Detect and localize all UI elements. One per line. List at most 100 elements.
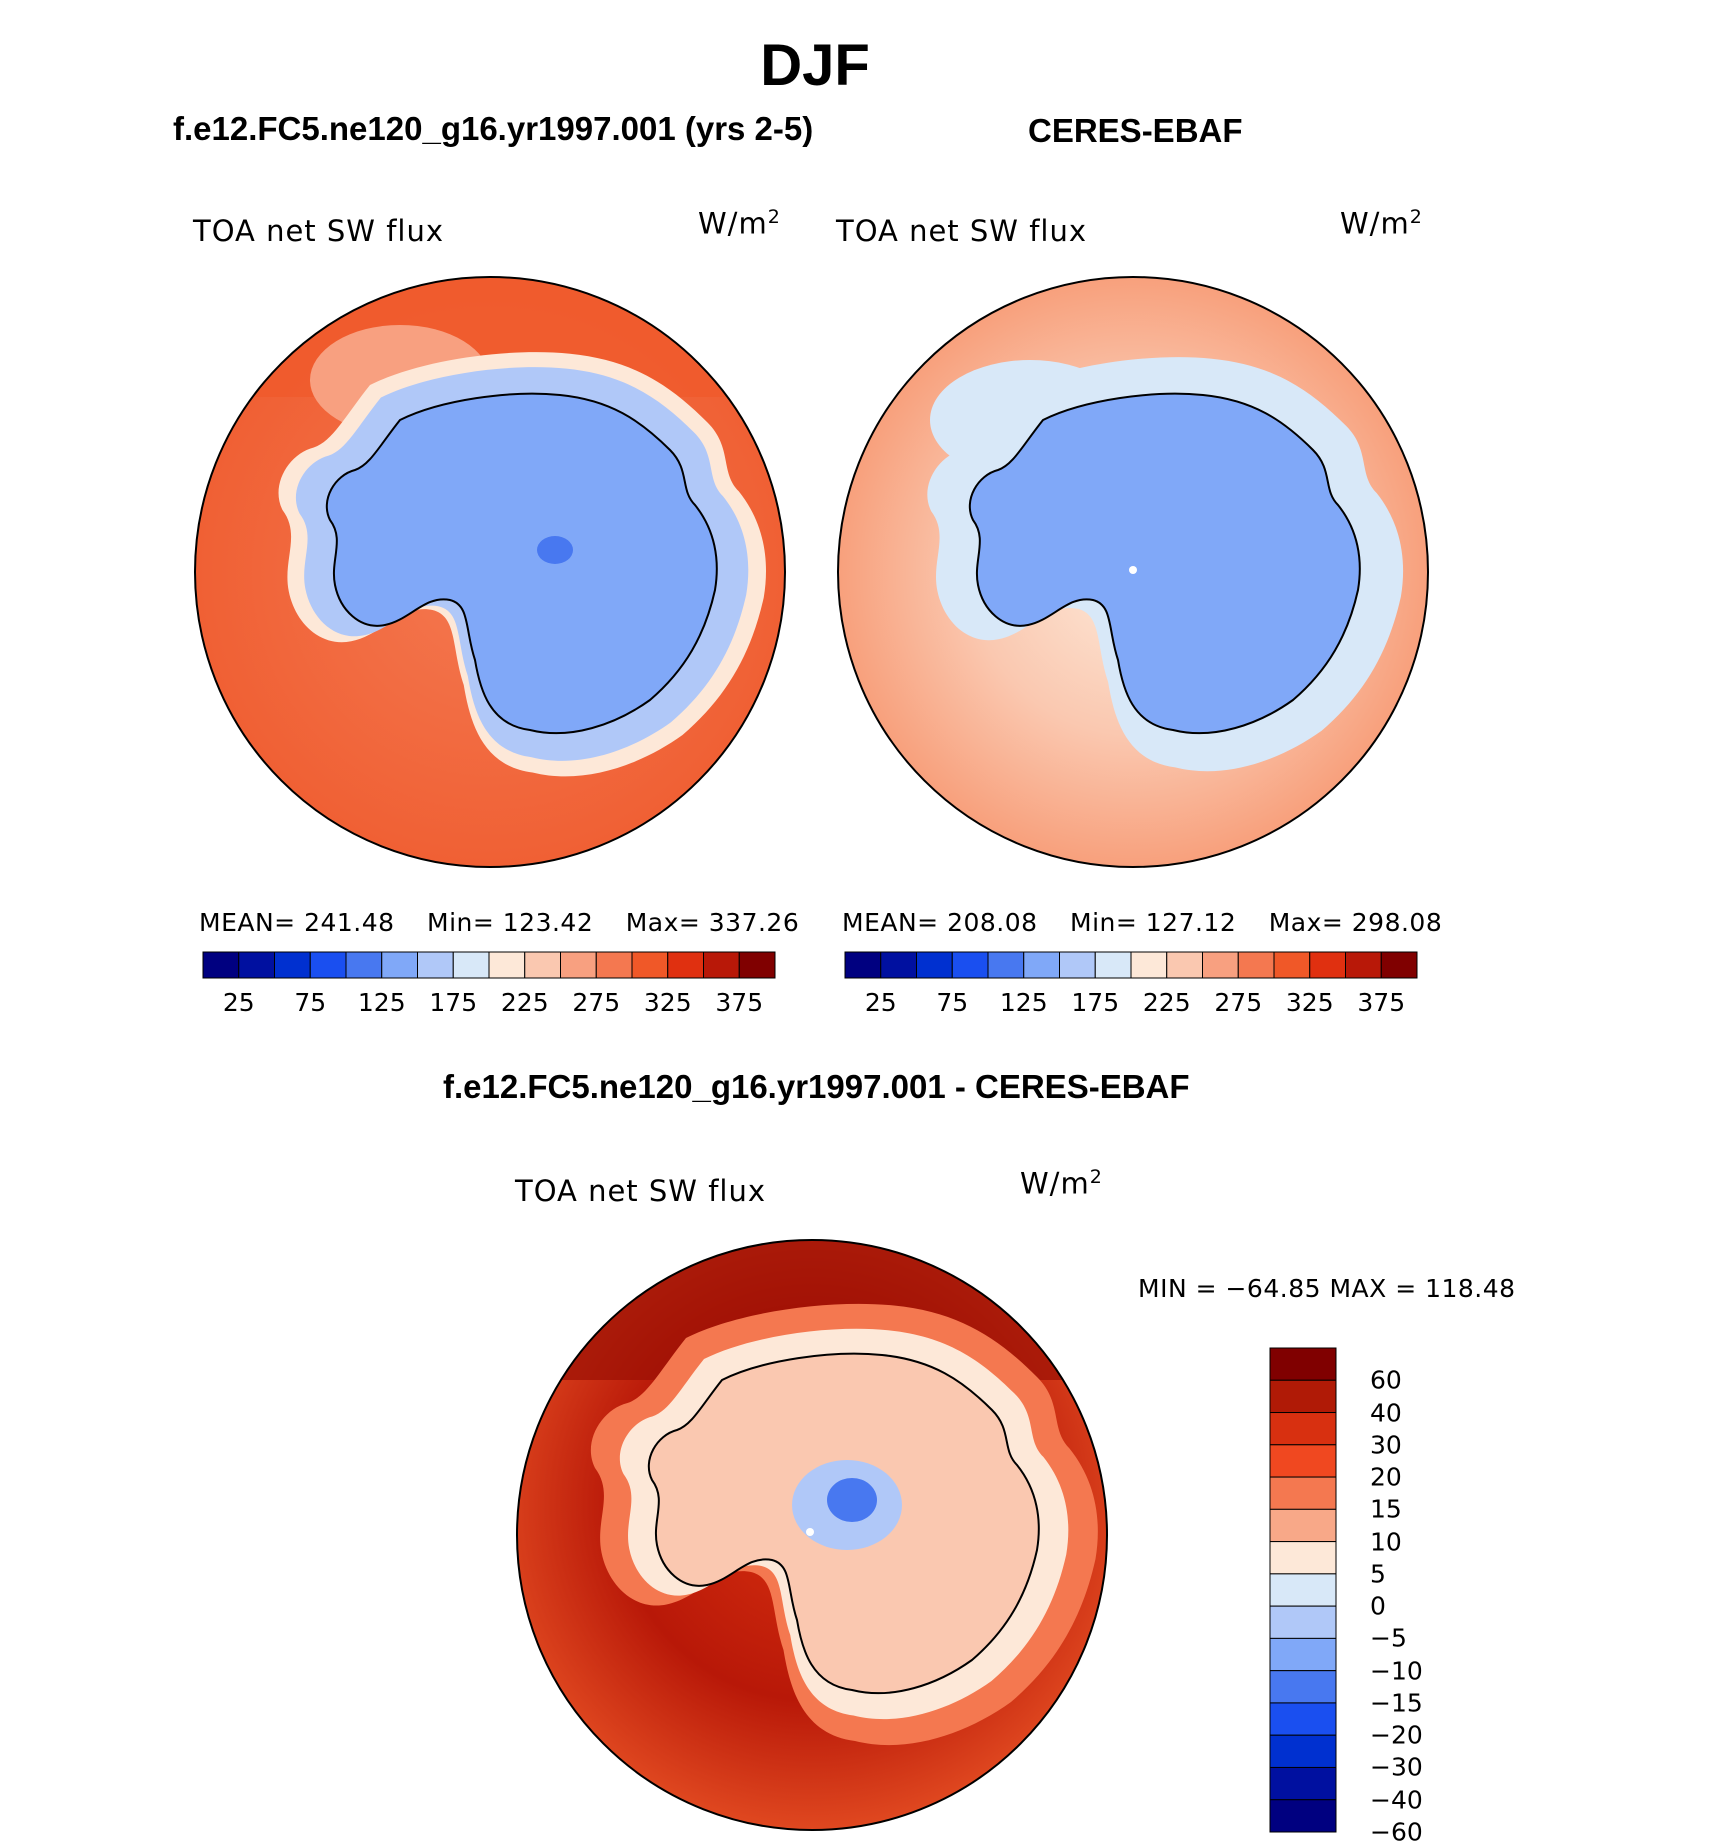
obs-colorbar-swatch [1130, 951, 1168, 979]
obs-colorbar-swatch [1094, 951, 1132, 979]
diff-range: MIN = −64.85 MAX = 118.48 [1138, 1274, 1516, 1303]
diff-colorbar-tick: 60 [1370, 1365, 1402, 1395]
diff-colorbar-tick: −30 [1370, 1752, 1423, 1782]
obs-colorbar-tick: 275 [1214, 988, 1263, 1017]
diff-colorbar-tick: 40 [1370, 1398, 1402, 1428]
diff-colorbar-swatch [1269, 1766, 1337, 1801]
model-min: Min= 123.42 [427, 908, 594, 937]
obs-colorbar-swatch [1023, 951, 1060, 979]
diff-map [516, 1239, 1108, 1831]
obs-colorbar-swatch [987, 951, 1025, 979]
obs-colorbar-tick: 325 [1285, 988, 1334, 1017]
model-colorbar-swatch [524, 951, 561, 979]
model-max: Max= 337.26 [625, 908, 800, 937]
obs-colorbar-swatch [1345, 951, 1382, 979]
model-colorbar-tick: 25 [222, 988, 255, 1017]
diff-colorbar [1269, 1347, 1337, 1833]
obs-colorbar-swatch [1273, 951, 1311, 979]
diff-colorbar-tick: 20 [1370, 1462, 1402, 1492]
model-colorbar-tick: 275 [572, 988, 621, 1017]
diff-colorbar-swatch [1269, 1508, 1337, 1543]
obs-colorbar-tick: 375 [1357, 988, 1406, 1017]
diff-antarctica [590, 1303, 1098, 1746]
model-colorbar-tick: 375 [715, 988, 764, 1017]
model-colorbar-swatch [595, 951, 633, 979]
diff-colorbar-tick: −15 [1370, 1688, 1423, 1718]
obs-panel-title: CERES-EBAF [1028, 112, 1243, 149]
model-colorbar-swatch [667, 951, 704, 979]
model-panel-title: f.e12.FC5.ne120_g16.yr1997.001 (yrs 2-5) [173, 110, 814, 147]
diff-colorbar-tick: 5 [1370, 1559, 1386, 1589]
model-colorbar-tick: 175 [429, 988, 478, 1017]
model-variable-label: TOA net SW flux [193, 214, 445, 248]
diff-colorbar-tick: −5 [1370, 1623, 1407, 1653]
obs-colorbar-swatch [880, 951, 917, 979]
model-colorbar-swatch [202, 951, 240, 979]
diff-colorbar-swatch [1269, 1799, 1337, 1833]
model-units-label: W/m2 [698, 206, 781, 241]
obs-colorbar-swatch [844, 951, 882, 979]
obs-colorbar-tick: 175 [1071, 988, 1120, 1017]
obs-mean: MEAN= 208.08 [842, 908, 1038, 937]
obs-colorbar-swatch [1380, 951, 1418, 979]
obs-colorbar-tick: 25 [864, 988, 897, 1017]
diff-colorbar-tick: −40 [1370, 1785, 1423, 1815]
obs-colorbar-tick: 75 [936, 988, 969, 1017]
diff-colorbar-tick: 10 [1370, 1527, 1402, 1557]
obs-min: Min= 127.12 [1070, 908, 1237, 937]
model-colorbar-swatch [738, 951, 776, 979]
model-colorbar-tick: 125 [357, 988, 406, 1017]
obs-colorbar-swatch [951, 951, 989, 979]
model-colorbar-tick: 225 [500, 988, 549, 1017]
model-stats: MEAN= 241.48 Min= 123.42 Max= 337.26 [199, 908, 799, 937]
obs-max: Max= 298.08 [1268, 908, 1443, 937]
obs-map [837, 276, 1429, 868]
figure-title: DJF [760, 33, 870, 98]
diff-colorbar-swatch [1269, 1476, 1337, 1510]
model-colorbar-swatch [452, 951, 490, 979]
diff-colorbar-swatch [1269, 1379, 1337, 1414]
diff-colorbar-swatch [1269, 1541, 1337, 1575]
diff-colorbar-swatch [1269, 1702, 1337, 1736]
model-colorbar-tick: 75 [294, 988, 327, 1017]
diff-colorbar-tick: 0 [1370, 1591, 1386, 1621]
model-mean: MEAN= 241.48 [199, 908, 395, 937]
diff-colorbar-tick: 30 [1370, 1430, 1402, 1460]
obs-colorbar-swatch [916, 951, 953, 979]
diff-colorbar-tick: 15 [1370, 1494, 1402, 1524]
model-colorbar-swatch [274, 951, 311, 979]
diff-variable-label: TOA net SW flux [515, 1174, 767, 1208]
diff-colorbar-swatch [1269, 1637, 1337, 1672]
diff-colorbar-swatch [1269, 1573, 1337, 1607]
model-colorbar [202, 951, 776, 979]
diff-colorbar-tick: −10 [1370, 1656, 1423, 1686]
diff-colorbar-tick: −20 [1370, 1720, 1423, 1750]
obs-colorbar-swatch [1166, 951, 1203, 979]
model-colorbar-swatch [560, 951, 597, 979]
diff-colorbar-swatch [1269, 1605, 1337, 1639]
obs-colorbar [844, 951, 1418, 979]
obs-stats: MEAN= 208.08 Min= 127.12 Max= 298.08 [842, 908, 1442, 937]
diff-colorbar-swatch [1269, 1444, 1337, 1478]
model-colorbar-swatch [488, 951, 526, 979]
obs-colorbar-swatch [1309, 951, 1346, 979]
model-colorbar-swatch [238, 951, 275, 979]
model-colorbar-swatch [703, 951, 740, 979]
model-map [194, 276, 786, 868]
model-colorbar-tick: 325 [643, 988, 692, 1017]
model-colorbar-swatch [417, 951, 454, 979]
diff-units-label: W/m2 [1020, 1166, 1103, 1201]
diff-colorbar-swatch [1269, 1670, 1337, 1704]
diff-colorbar-swatch [1269, 1734, 1337, 1768]
diff-colorbar-swatch [1269, 1347, 1337, 1381]
obs-colorbar-tick: 125 [999, 988, 1048, 1017]
model-colorbar-swatch [309, 951, 347, 979]
obs-colorbar-swatch [1202, 951, 1239, 979]
diff-colorbar-swatch [1269, 1412, 1337, 1446]
model-antarctica [278, 352, 767, 777]
obs-colorbar-swatch [1237, 951, 1275, 979]
diff-panel-title: f.e12.FC5.ne120_g16.yr1997.001 - CERES-E… [443, 1068, 1190, 1105]
model-colorbar-swatch [345, 951, 383, 979]
